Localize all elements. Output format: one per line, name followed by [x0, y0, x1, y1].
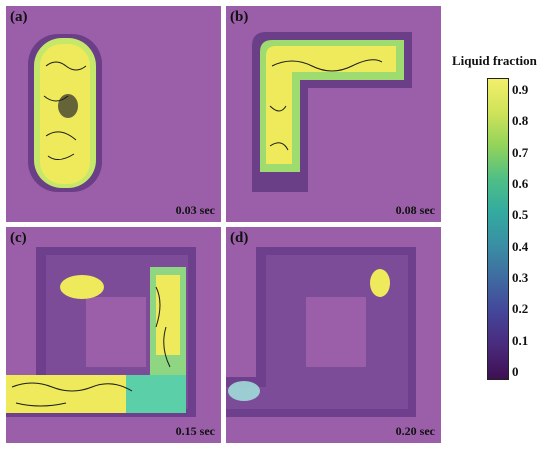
panel-c: (c) 0.15 sec [6, 227, 221, 443]
panel-c-image [6, 227, 221, 443]
colorbar-tick-label: 0.4 [512, 238, 529, 254]
colorbar-tick-label: 0 [512, 364, 519, 379]
colorbar-tick-label: 0.3 [512, 270, 529, 285]
time-label: 0.03 sec [175, 203, 215, 217]
time-label: 0.08 sec [395, 203, 435, 217]
colorbar-tick-label: 0.9 [512, 82, 529, 97]
colorbar-tick-label: 0.6 [512, 176, 529, 191]
panel-label: (a) [10, 9, 28, 25]
colorbar-title: Liquid fraction [452, 53, 537, 68]
panel-d-image [226, 227, 441, 443]
colorbar-tick-label: 0.1 [512, 332, 529, 348]
time-label: 0.20 sec [395, 424, 435, 438]
panel-d: (d) 0.20 sec [226, 227, 441, 443]
panel-label: (d) [230, 230, 249, 246]
panel-label: (b) [230, 9, 249, 25]
colorbar-tick-label: 0.7 [512, 144, 529, 160]
panel-a: (a) 0.03 sec [6, 6, 221, 222]
panel-a-image [6, 6, 221, 222]
colorbar-tick-label: 0.5 [512, 207, 529, 223]
colorbar [487, 78, 509, 380]
panel-b-image [226, 6, 441, 222]
colorbar-tick-label: 0.8 [512, 113, 529, 129]
panel-b: (b) 0.08 sec [226, 6, 441, 222]
colorbar-tick-label: 0.2 [512, 301, 529, 317]
time-label: 0.15 sec [175, 424, 215, 438]
panel-label: (c) [10, 230, 27, 246]
